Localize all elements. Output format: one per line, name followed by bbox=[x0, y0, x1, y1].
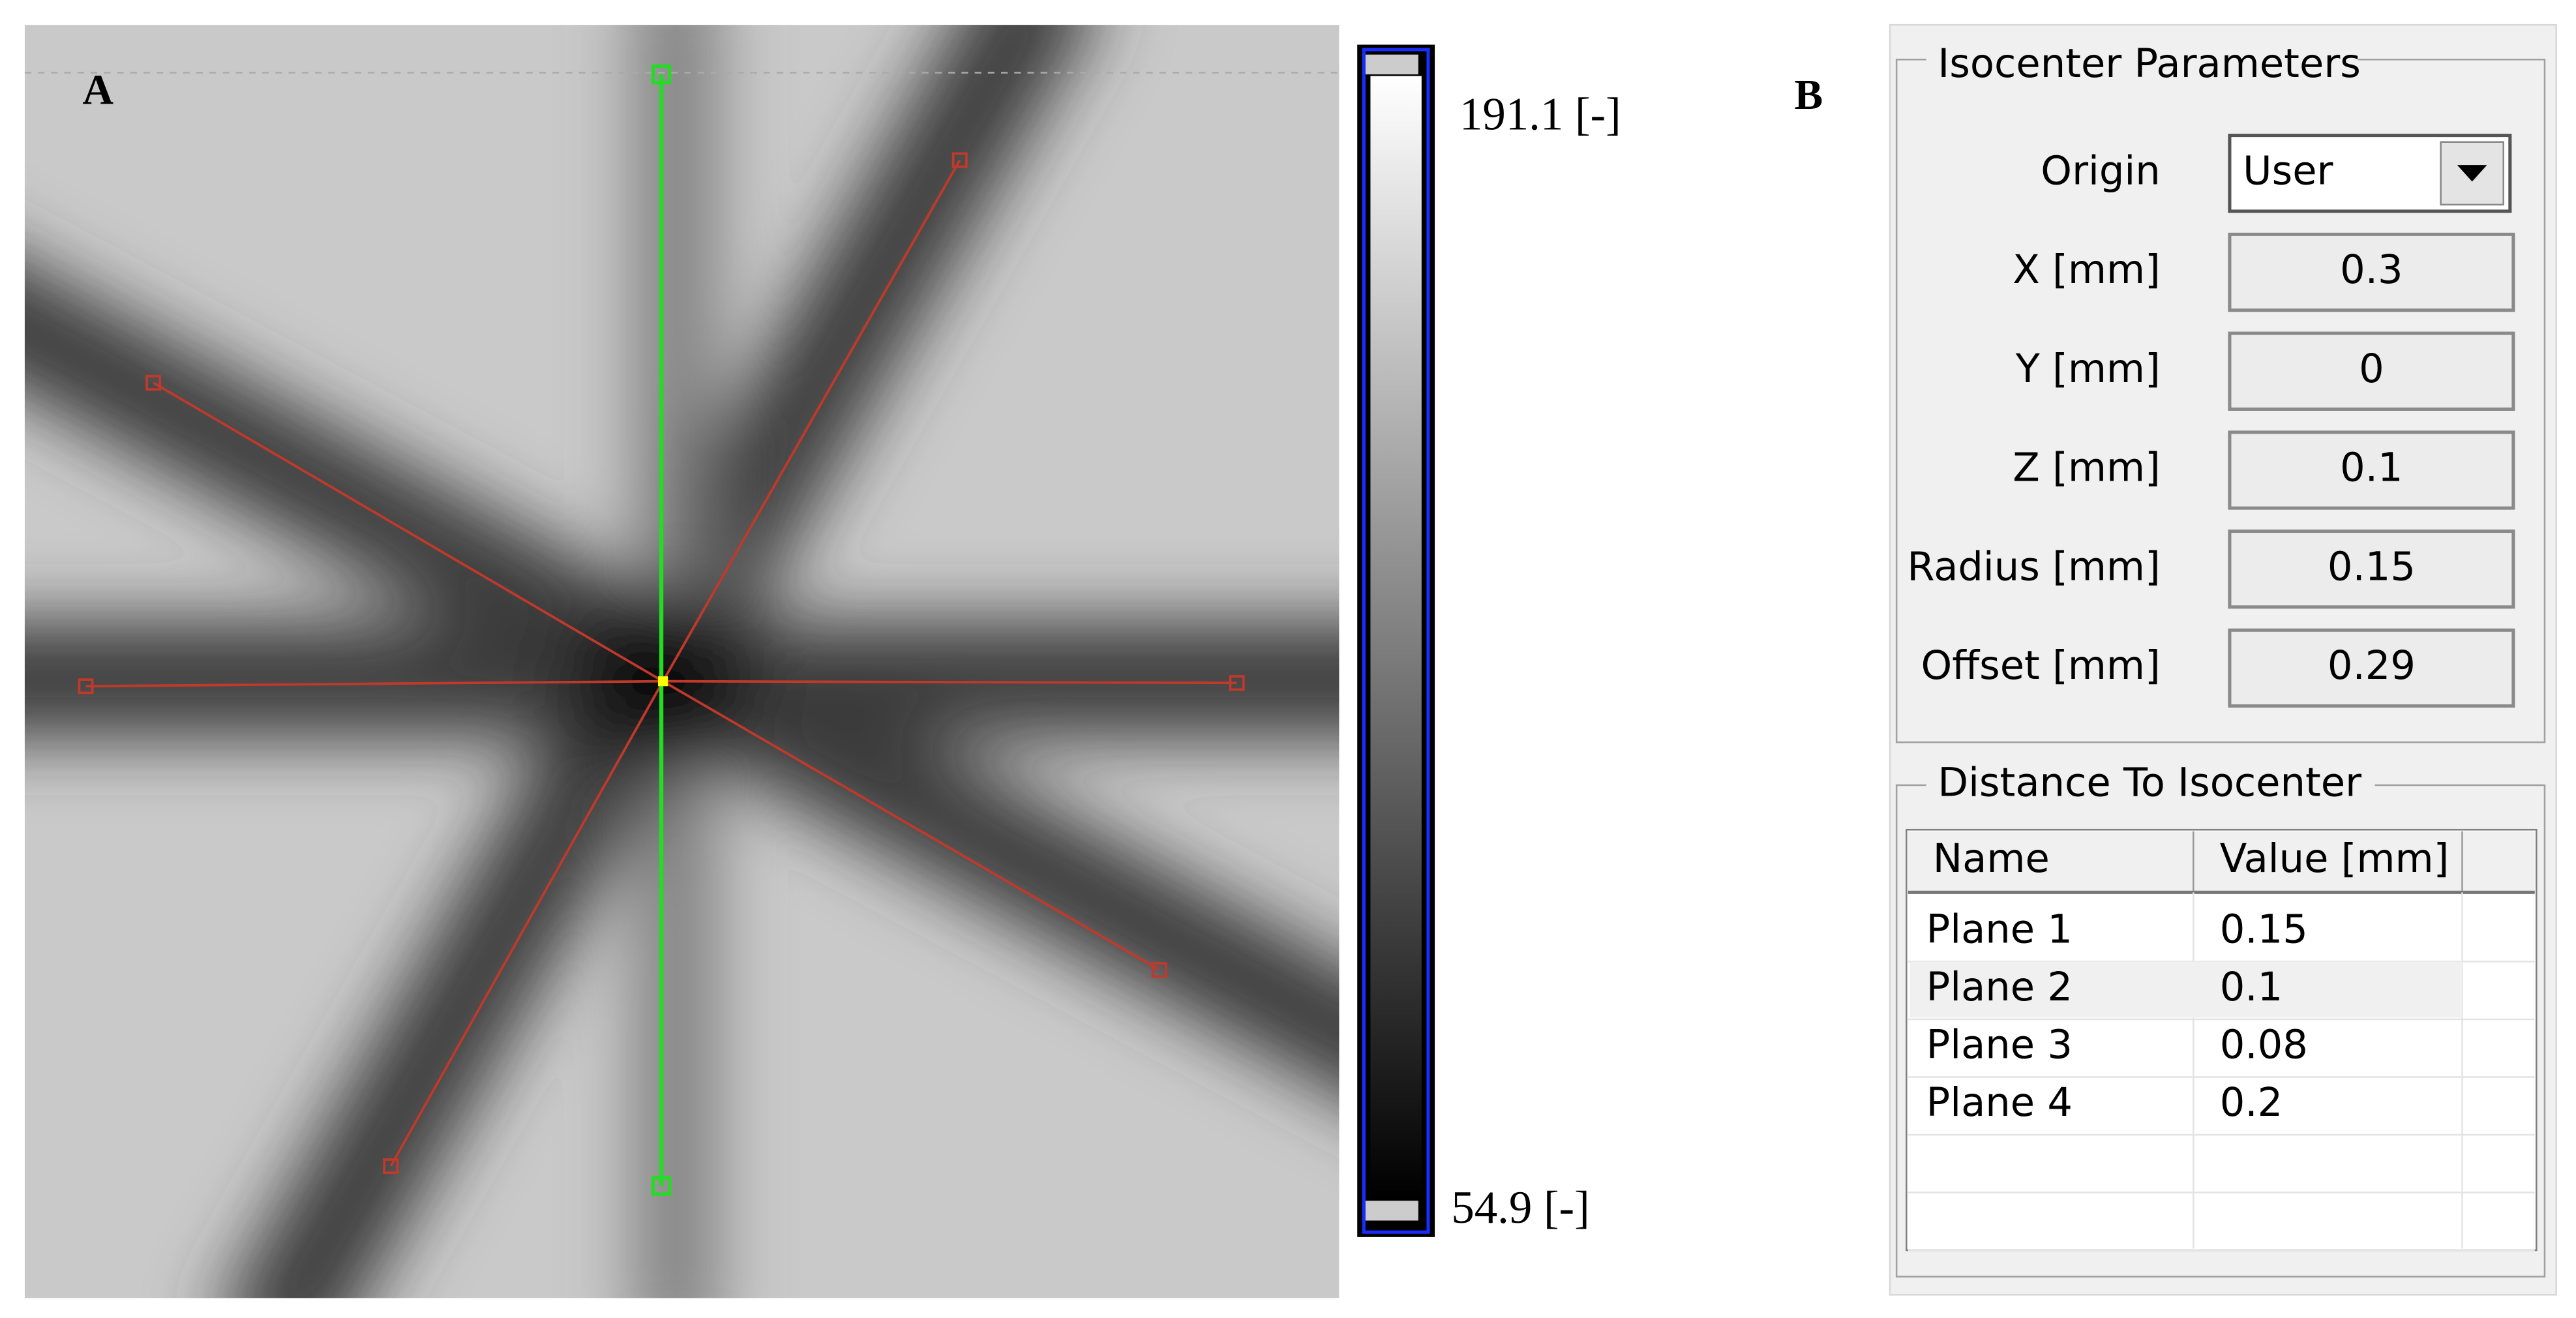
field-label: Origin bbox=[2041, 148, 2160, 194]
field-label: X [mm] bbox=[2013, 247, 2160, 293]
field-value: User bbox=[2243, 148, 2333, 194]
colorbar: 191.1 [-] 54.9 [-] bbox=[1357, 44, 1621, 1237]
field-label: Radius [mm] bbox=[1907, 544, 2160, 590]
field-value: 0.3 bbox=[2340, 247, 2403, 293]
field-box[interactable] bbox=[2228, 331, 2515, 411]
field-box[interactable] bbox=[2228, 430, 2515, 510]
group-title: Isocenter Parameters bbox=[1938, 41, 2361, 87]
column-header: Value [mm] bbox=[2220, 836, 2449, 882]
field-box[interactable] bbox=[2228, 529, 2515, 609]
panel-label: B bbox=[1794, 71, 1823, 119]
colorbar-min: 54.9 [-] bbox=[1451, 1182, 1589, 1233]
field-box[interactable] bbox=[2228, 628, 2515, 708]
scroll-down[interactable] bbox=[1365, 1201, 1418, 1221]
field-value: 0.29 bbox=[2328, 643, 2416, 689]
table-cell: Plane 4 bbox=[1926, 1080, 2073, 1126]
panel-label: A bbox=[82, 66, 113, 113]
row-highlight bbox=[1910, 961, 2463, 1018]
axis-line bbox=[651, 64, 672, 1196]
colorbar-max: 191.1 [-] bbox=[1460, 89, 1621, 140]
field-value: 0.15 bbox=[2328, 544, 2416, 590]
scroll-up[interactable] bbox=[1365, 54, 1418, 75]
field-value: 0.1 bbox=[2340, 445, 2403, 491]
column-header: Name bbox=[1933, 836, 2050, 882]
table-cell: Plane 1 bbox=[1926, 907, 2073, 953]
table-cell: Plane 2 bbox=[1926, 965, 2073, 1010]
table-cell: 0.2 bbox=[2220, 1080, 2283, 1126]
field-label: Y [mm] bbox=[2015, 346, 2161, 392]
table-cell: 0.08 bbox=[2220, 1023, 2308, 1068]
field-box[interactable] bbox=[2228, 232, 2515, 312]
plane-lines bbox=[78, 152, 1245, 1175]
table-cell: 0.1 bbox=[2220, 965, 2283, 1010]
group-title: Distance To Isocenter bbox=[1938, 760, 2361, 806]
field-label: Offset [mm] bbox=[1921, 643, 2161, 689]
table-cell: Plane 3 bbox=[1926, 1023, 2073, 1068]
dropdown-arrow bbox=[2457, 165, 2487, 182]
table bbox=[1906, 828, 2538, 1251]
field-value: 0 bbox=[2359, 346, 2384, 392]
table-cell: 0.15 bbox=[2220, 907, 2308, 953]
field-label: Z [mm] bbox=[2013, 445, 2160, 491]
film-image: A bbox=[24, 25, 1340, 1298]
